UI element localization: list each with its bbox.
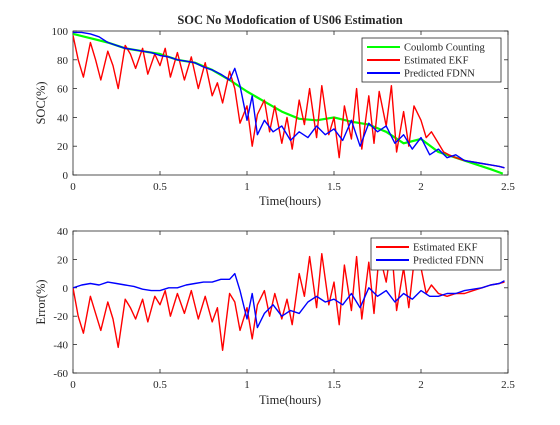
soc-y-axis-label: SOC(%)	[34, 81, 48, 124]
soc-y-tick-label: 100	[52, 26, 69, 38]
error-series-predicted-fdnn	[73, 272, 505, 329]
error-y-tick-label: 0	[63, 283, 69, 295]
error-x-tick-label: 1	[244, 379, 250, 391]
soc-x-tick-label: 1	[244, 181, 250, 193]
soc-legend-label-coulomb-counting: Coulomb Counting	[404, 43, 486, 54]
error-y-tick-label: -40	[53, 340, 68, 352]
error-legend-label-estimated-ekf: Estimated EKF	[413, 243, 478, 254]
soc-legend: Coulomb Counting Estimated EKF Predicted F…	[361, 37, 502, 83]
error-y-tick-label: -60	[53, 368, 68, 380]
soc-x-tick-label: 0.5	[153, 181, 167, 193]
error-x-tick-label: 0	[70, 379, 76, 391]
soc-x-axis-label: Time(hours)	[259, 194, 321, 208]
soc-x-tick-label: 1.5	[327, 181, 341, 193]
error-legend-label-predicted-fdnn: Predicted FDNN	[413, 256, 484, 267]
error-chart: 0 0.5 1 1.5 2 2.5 -60 -40 -20 0 20 40 Time(hours) E…	[34, 226, 515, 407]
soc-x-tick-label: 2	[418, 181, 424, 193]
soc-y-tick-label: 80	[57, 55, 69, 67]
error-x-axis-label: Time(hours)	[259, 393, 321, 407]
soc-chart: SOC No Modofication of US06 Estimation 0…	[34, 13, 515, 208]
error-legend: Estimated EKF Predicted FDNN	[370, 237, 502, 271]
error-y-axis-label: Error(%)	[34, 279, 48, 324]
error-x-tick-label: 1.5	[327, 379, 341, 391]
soc-y-tick-label: 0	[63, 170, 69, 182]
error-y-tick-label: 40	[57, 226, 69, 238]
soc-series-predicted-fdnn	[73, 31, 505, 169]
soc-chart-title: SOC No Modofication of US06 Estimation	[177, 13, 402, 27]
error-y-tick-label: 20	[57, 254, 69, 266]
soc-x-tick-label: 2.5	[501, 181, 515, 193]
error-x-tick-label: 0.5	[153, 379, 167, 391]
error-y-tick-label: -20	[53, 311, 68, 323]
soc-legend-label-predicted-fdnn: Predicted FDNN	[404, 69, 475, 80]
error-legend-box	[370, 237, 502, 271]
soc-y-tick-label: 60	[57, 84, 69, 96]
soc-y-tick-label: 40	[57, 112, 69, 124]
soc-y-tick-label: 20	[57, 141, 69, 153]
soc-x-tick-label: 0	[70, 181, 76, 193]
error-x-tick-label: 2.5	[501, 379, 515, 391]
soc-legend-label-estimated-ekf: Estimated EKF	[404, 56, 469, 67]
error-x-tick-label: 2	[418, 379, 424, 391]
